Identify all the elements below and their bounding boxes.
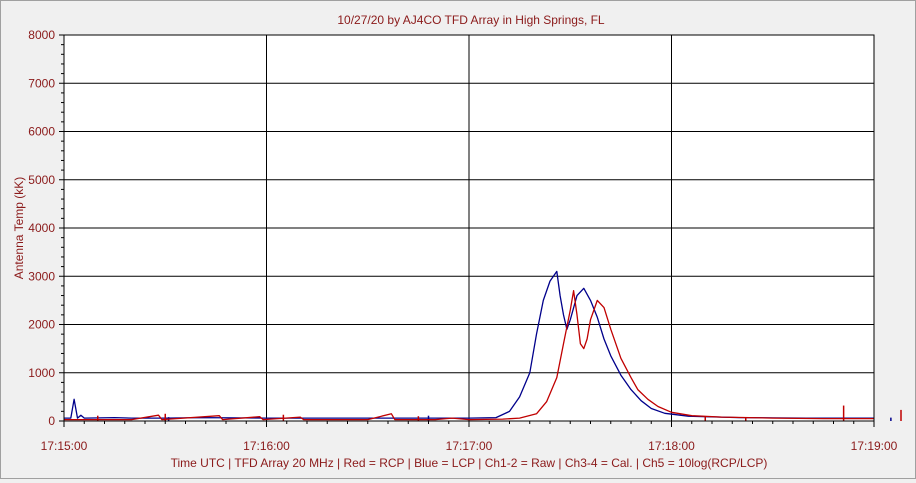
series-layer: [64, 270, 902, 421]
x-tick-label: 17:16:00: [243, 439, 290, 453]
x-tick-labels: 17:15:00 17:16:00 17:17:00 17:18:00 17:19:00: [41, 439, 898, 453]
x-tick-label: 17:15:00: [41, 439, 88, 453]
x-tick-label: 17:19:00: [851, 439, 898, 453]
grid: [64, 35, 874, 421]
y-tick-label: 2000: [28, 318, 55, 332]
series-rcp: [64, 290, 902, 421]
x-axis-label: Time UTC | TFD Array 20 MHz | Red = RCP …: [171, 456, 768, 470]
y-tick-label: 8000: [28, 28, 55, 42]
x-tick-label: 17:18:00: [648, 439, 695, 453]
y-axis-label: Antenna Temp (kK): [12, 177, 26, 280]
y-tick-label: 4000: [28, 221, 55, 235]
chart-title: 10/27/20 by AJ4CO TFD Array in High Spri…: [337, 13, 605, 27]
plot-border: [63, 34, 875, 422]
x-tick-label: 17:17:00: [446, 439, 493, 453]
y-tick-label: 1000: [28, 366, 55, 380]
series-line-rcp: [64, 290, 874, 421]
series-line-lcp: [64, 270, 874, 419]
y-tick-label: 5000: [28, 173, 55, 187]
y-tick-label: 3000: [28, 269, 55, 283]
y-tick-label: 7000: [28, 76, 55, 90]
y-tick-label: 0: [48, 414, 55, 428]
y-tick-labels: 0 1000 2000 3000 4000 5000 6000 7000 8000: [28, 28, 55, 428]
y-tick-label: 6000: [28, 125, 55, 139]
